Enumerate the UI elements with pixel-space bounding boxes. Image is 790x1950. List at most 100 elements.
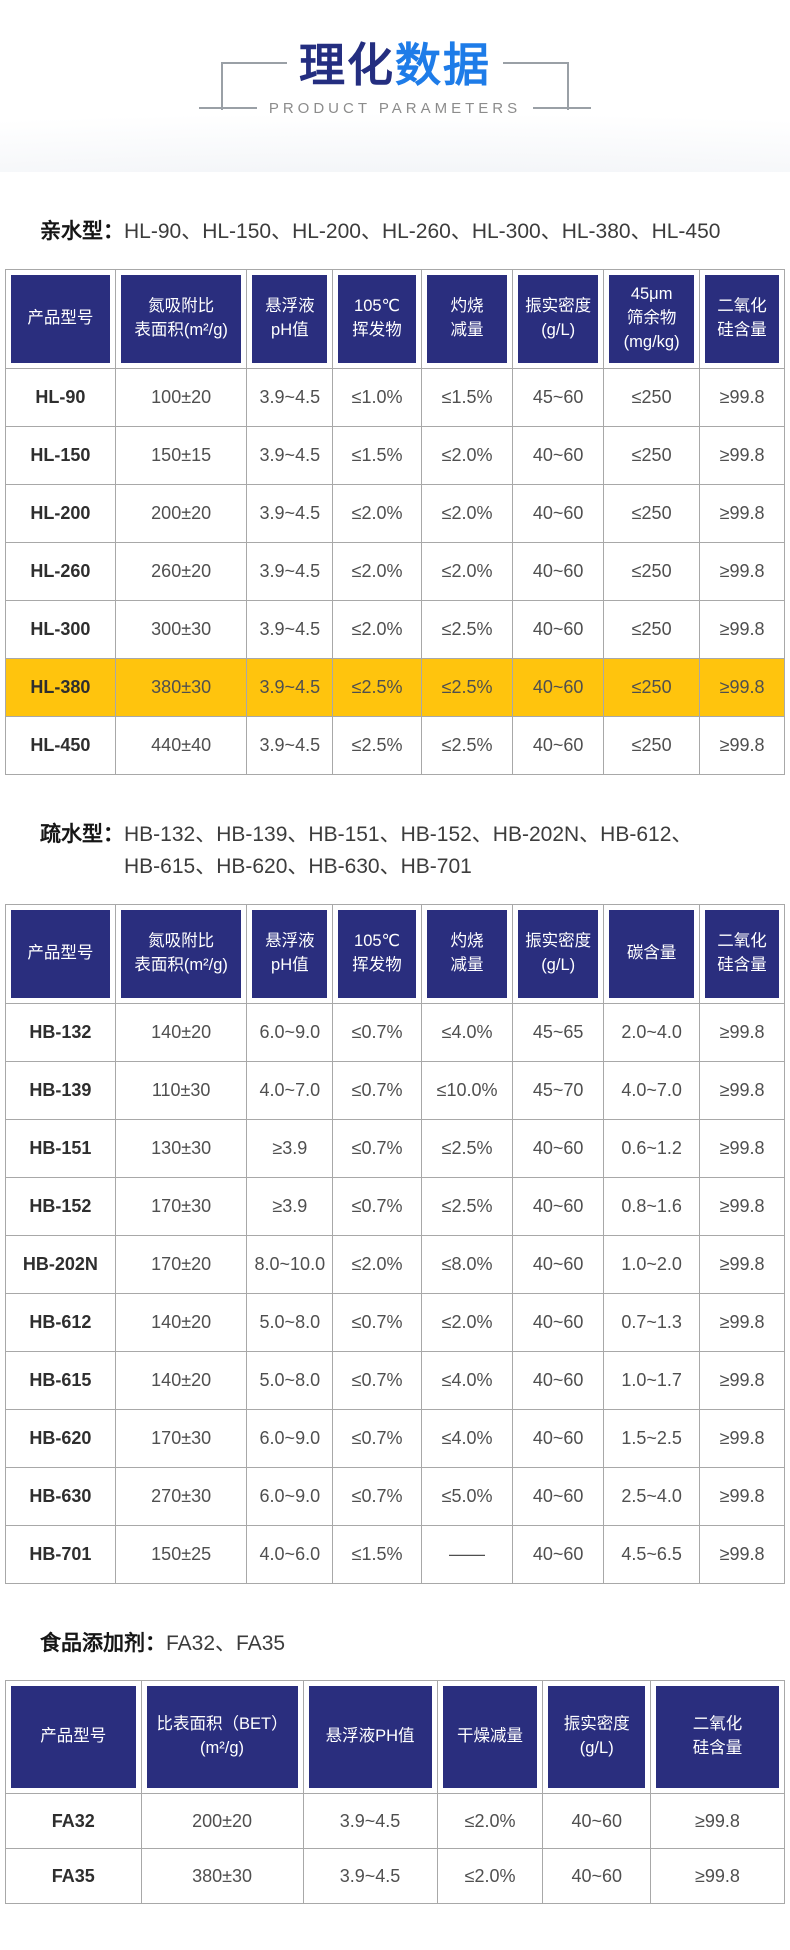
value-cell: 380±30 <box>140 1848 304 1905</box>
value-cell: ≤0.7% <box>332 1060 422 1120</box>
value-cell: 6.0~9.0 <box>246 1466 334 1526</box>
value-cell: 200±20 <box>140 1793 304 1850</box>
title-bracket-right <box>503 62 569 110</box>
value-cell: ≤2.0% <box>436 1848 544 1905</box>
table-row: HL-260 260±20 3.9~4.5 ≤2.0% ≤2.0% 40~60 ≤250 ≥9… <box>5 541 785 601</box>
value-cell: 4.0~7.0 <box>246 1060 334 1120</box>
value-cell: ≤2.0% <box>436 1793 544 1850</box>
value-cell: ≤2.0% <box>332 483 422 543</box>
value-cell: 440±40 <box>114 715 248 775</box>
value-cell: 150±25 <box>114 1524 248 1584</box>
value-cell: ≥99.8 <box>649 1793 786 1850</box>
section-hydrophobic: 疏水型： HB-132、HB-139、HB-151、HB-152、HB-202N… <box>0 819 790 1584</box>
table-row: HB-701 150±25 4.0~6.0 ≤1.5% —— 40~60 4.5~6.5 ≥9… <box>5 1524 785 1584</box>
page-subtitle: PRODUCT PARAMETERS <box>268 99 522 117</box>
table-row: HL-450 440±40 3.9~4.5 ≤2.5% ≤2.5% 40~60 ≤250 ≥9… <box>5 715 785 775</box>
value-cell: ≥3.9 <box>246 1176 334 1236</box>
section-model-list: FA32、FA35 <box>166 1631 286 1655</box>
value-cell: ≤4.0% <box>420 1350 514 1410</box>
column-header-label: 振实密度 (g/L) <box>548 1686 645 1789</box>
column-header: 105℃ 挥发物 <box>332 903 422 1004</box>
value-cell: ≥99.8 <box>699 1350 785 1410</box>
page-title-primary: 理化 <box>299 39 395 91</box>
value-cell: ≤10.0% <box>420 1060 514 1120</box>
value-cell: 40~60 <box>512 599 605 659</box>
value-cell: 100±20 <box>114 367 248 427</box>
column-header: 碳含量 <box>603 903 701 1004</box>
value-cell: ≤2.0% <box>332 1234 422 1294</box>
value-cell: 40~60 <box>512 1176 605 1236</box>
value-cell: ≤0.7% <box>332 1002 422 1062</box>
product-model-cell: HB-139 <box>5 1060 116 1120</box>
value-cell: ≤250 <box>603 367 701 427</box>
value-cell: 3.9~4.5 <box>246 425 334 485</box>
value-cell: ≤0.7% <box>332 1118 422 1178</box>
value-cell: ≥99.8 <box>699 657 785 717</box>
table-row: HB-630 270±30 6.0~9.0 ≤0.7% ≤5.0% 40~60 2.5~4.… <box>5 1466 785 1526</box>
value-cell: 40~60 <box>512 1466 605 1526</box>
column-header: 振实密度 (g/L) <box>542 1680 651 1795</box>
column-header: 灼烧 减量 <box>420 268 514 369</box>
value-cell: ≤250 <box>603 657 701 717</box>
table-row: HB-620 170±30 6.0~9.0 ≤0.7% ≤4.0% 40~60 1.5~2.… <box>5 1408 785 1468</box>
section-food-additive: 食品添加剂： FA32、FA35 产品型号 比表面积（BET） (m²/g) 悬浮液… <box>0 1628 790 1905</box>
table-header-row: 产品型号 比表面积（BET） (m²/g) 悬浮液PH值 干燥减量 振实密度 (g/L)… <box>5 1680 786 1795</box>
column-header-label: 产品型号 <box>11 909 110 998</box>
value-cell: 140±20 <box>114 1350 248 1410</box>
column-header: 悬浮液 pH值 <box>246 903 334 1004</box>
value-cell: 40~60 <box>512 425 605 485</box>
value-cell: 40~60 <box>512 1350 605 1410</box>
value-cell: 40~60 <box>512 715 605 775</box>
product-model-cell: HL-150 <box>5 425 116 485</box>
table-row: HL-300 300±30 3.9~4.5 ≤2.0% ≤2.5% 40~60 ≤250 ≥9… <box>5 599 785 659</box>
column-header-label: 二氧化 硅含量 <box>655 1686 779 1789</box>
value-cell: ≤5.0% <box>420 1466 514 1526</box>
product-model-cell: HL-200 <box>5 483 116 543</box>
value-cell: ≤250 <box>603 715 701 775</box>
value-cell: 0.7~1.3 <box>603 1292 701 1352</box>
value-cell: ≤2.5% <box>420 1176 514 1236</box>
column-header: 氮吸附比 表面积(m²/g) <box>114 268 248 369</box>
column-header: 45μm 筛余物 (mg/kg) <box>603 268 701 369</box>
value-cell: 1.5~2.5 <box>603 1408 701 1468</box>
value-cell: ≤4.0% <box>420 1408 514 1468</box>
value-cell: ≥99.8 <box>699 715 785 775</box>
product-model-cell: HB-620 <box>5 1408 116 1468</box>
value-cell: 40~60 <box>542 1848 651 1905</box>
product-model-cell: HB-132 <box>5 1002 116 1062</box>
column-header: 二氧化 硅含量 <box>699 903 785 1004</box>
value-cell: 4.0~6.0 <box>246 1524 334 1584</box>
value-cell: 45~70 <box>512 1060 605 1120</box>
column-header-label: 碳含量 <box>609 909 695 998</box>
column-header-label: 灼烧 减量 <box>426 274 508 363</box>
value-cell: 5.0~8.0 <box>246 1292 334 1352</box>
value-cell: ≥99.8 <box>649 1848 786 1905</box>
column-header-label: 振实密度 (g/L) <box>518 274 599 363</box>
column-header: 灼烧 减量 <box>420 903 514 1004</box>
column-header-label: 105℃ 挥发物 <box>338 274 416 363</box>
table-row: HL-150 150±15 3.9~4.5 ≤1.5% ≤2.0% 40~60 ≤250 ≥9… <box>5 425 785 485</box>
value-cell: ≤1.5% <box>420 367 514 427</box>
section-model-list: HB-132、HB-139、HB-151、HB-152、HB-202N、HB-6… <box>124 822 693 879</box>
section-hydrophilic: 亲水型： HL-90、HL-150、HL-200、HL-260、HL-300、H… <box>0 216 790 775</box>
hydrophobic-table: 产品型号 氮吸附比 表面积(m²/g) 悬浮液 pH值 105℃ 挥发物 灼烧 减量 振实… <box>5 903 785 1584</box>
value-cell: 40~60 <box>512 1408 605 1468</box>
column-header: 比表面积（BET） (m²/g) <box>140 1680 304 1795</box>
column-header-label: 悬浮液PH值 <box>308 1686 432 1789</box>
value-cell: ≤2.0% <box>332 541 422 601</box>
value-cell: 0.6~1.2 <box>603 1118 701 1178</box>
column-header: 悬浮液 pH值 <box>246 268 334 369</box>
value-cell: 3.9~4.5 <box>246 657 334 717</box>
column-header: 产品型号 <box>5 268 116 369</box>
food-additive-table: 产品型号 比表面积（BET） (m²/g) 悬浮液PH值 干燥减量 振实密度 (g/L)… <box>5 1680 786 1905</box>
table-row: HL-200 200±20 3.9~4.5 ≤2.0% ≤2.0% 40~60 ≤250 ≥9… <box>5 483 785 543</box>
subtitle-row: PRODUCT PARAMETERS <box>198 99 592 117</box>
value-cell: 130±30 <box>114 1118 248 1178</box>
bottom-spacer <box>0 1904 790 1944</box>
table-row: HB-139 110±30 4.0~7.0 ≤0.7% ≤10.0% 45~70 4.0~7… <box>5 1060 785 1120</box>
value-cell: 1.0~2.0 <box>603 1234 701 1294</box>
value-cell: 140±20 <box>114 1002 248 1062</box>
value-cell: 5.0~8.0 <box>246 1350 334 1410</box>
value-cell: ≥99.8 <box>699 1408 785 1468</box>
value-cell: 3.9~4.5 <box>246 367 334 427</box>
